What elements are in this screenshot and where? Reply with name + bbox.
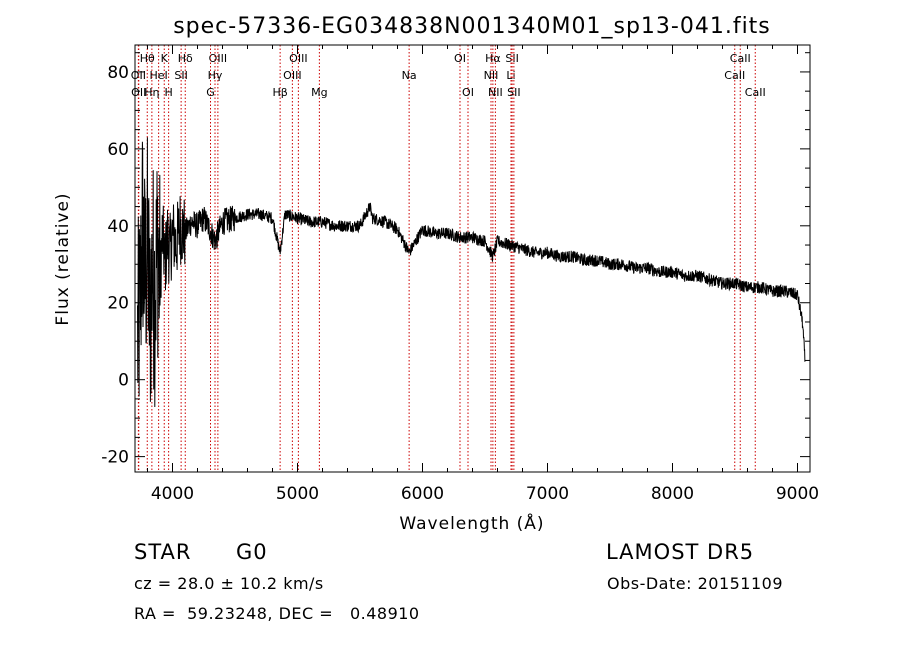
marker-label: K [161,52,169,65]
y-tick-label: -20 [101,448,129,468]
marker-label: G [206,86,215,99]
marker-label: Hα [485,52,501,65]
marker-label: OI [462,86,474,99]
object-subclass: G0 [236,540,268,564]
marker-label: NII [484,69,499,82]
y-tick-label: 40 [107,217,129,237]
plot-frame [134,44,811,473]
marker-label: H [164,86,172,99]
x-tick-label: 6000 [401,484,444,504]
object-class: STAR [134,540,192,564]
spectrum-line [137,137,806,408]
x-tick-label: 7000 [526,484,569,504]
marker-label: Mg [311,86,327,99]
marker-label: SII [174,69,187,82]
y-tick-label: 80 [107,63,129,83]
y-tick-label: 0 [118,371,129,391]
marker-label: OIII [289,52,307,65]
marker-label: Hθ [140,52,155,65]
x-tick-label: 8000 [651,484,694,504]
marker-label: CaII [730,52,751,65]
marker-label: OI [454,52,466,65]
marker-label: Li [506,69,515,82]
x-tick-label: 4000 [151,484,194,504]
survey-name: LAMOST DR5 [606,540,755,564]
marker-label: SII [505,52,518,65]
marker-label: Hη [144,86,159,99]
y-axis-label: Flux (relative) [53,192,73,325]
y-tick-label: 20 [107,294,129,314]
x-tick-label: 9000 [776,484,819,504]
sky-coordinates: RA = 59.23248, DEC = 0.48910 [134,604,420,623]
chart-title: spec-57336-EG034838N001340M01_sp13-041.f… [173,14,771,39]
plot-axes: 4000 5000 6000 7000 8000 9000 -20 0 20 40 60 80 [101,44,819,504]
x-axis-label: Wavelength (Å) [399,512,544,534]
marker-label: Hδ [178,52,193,65]
observation-date: Obs-Date: 20151109 [607,574,784,593]
marker-label: Hγ [208,69,223,82]
marker-label: Na [402,69,417,82]
marker-label: OIII [283,69,301,82]
marker-label: OIII [209,52,227,65]
marker-label: CaII [745,86,766,99]
x-tick-label: 5000 [276,484,319,504]
marker-label: CaII [724,69,745,82]
marker-label: Hβ [272,86,287,99]
marker-label: HeI [149,69,167,82]
marker-label: SII [507,86,520,99]
redshift-velocity: cz = 28.0 ± 10.2 km/s [134,574,324,593]
y-tick-label: 60 [107,140,129,160]
marker-label: NII [488,86,503,99]
